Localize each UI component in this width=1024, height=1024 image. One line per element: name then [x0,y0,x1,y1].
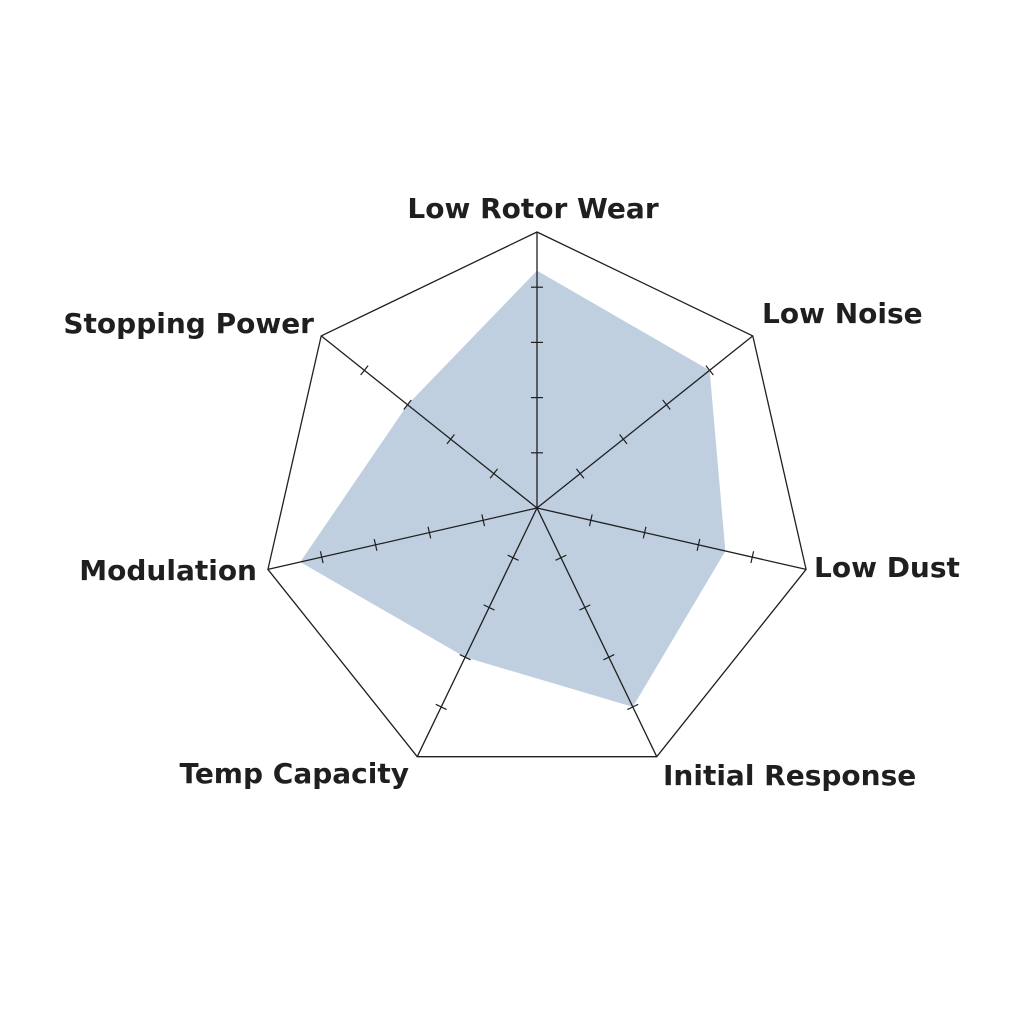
axis-tick [750,551,755,564]
axis-label: Temp Capacity [179,757,409,790]
axis-tick [603,654,615,661]
axis-tick [705,365,714,376]
axis-label: Initial Response [663,759,916,792]
axis-tick [588,514,593,527]
axis-tick [360,365,369,376]
axis-tick [579,604,591,611]
axis-tick [507,554,519,561]
axis-line [536,335,754,509]
axis-line [267,507,538,571]
axis-line [536,507,807,571]
axis-tick [459,654,471,661]
axis-tick [642,526,647,539]
axis-tick [662,399,671,410]
axis-tick [555,554,567,561]
axis-tick [427,526,432,539]
axis-tick [435,703,447,711]
axis-tick [696,538,701,551]
axis-tick [481,514,486,527]
axis-line [416,507,538,757]
axis-tick [489,468,499,479]
axis-line [536,507,658,757]
axis-tick [627,703,639,711]
axis-line [320,335,538,509]
axis-label: Low Rotor Wear [407,192,658,225]
axis-label: Low Dust [814,551,960,584]
axis-label: Low Noise [762,297,923,330]
outer-frame [267,231,807,758]
axis-tick [373,538,378,551]
axis-tick [319,551,324,564]
axis-label: Modulation [79,554,257,587]
axis-tick [575,468,585,479]
axis-tick [483,604,495,611]
axis-label: Stopping Power [63,307,314,340]
axis-tick [619,434,628,445]
axis-tick [403,399,412,410]
axis-tick [446,434,455,445]
